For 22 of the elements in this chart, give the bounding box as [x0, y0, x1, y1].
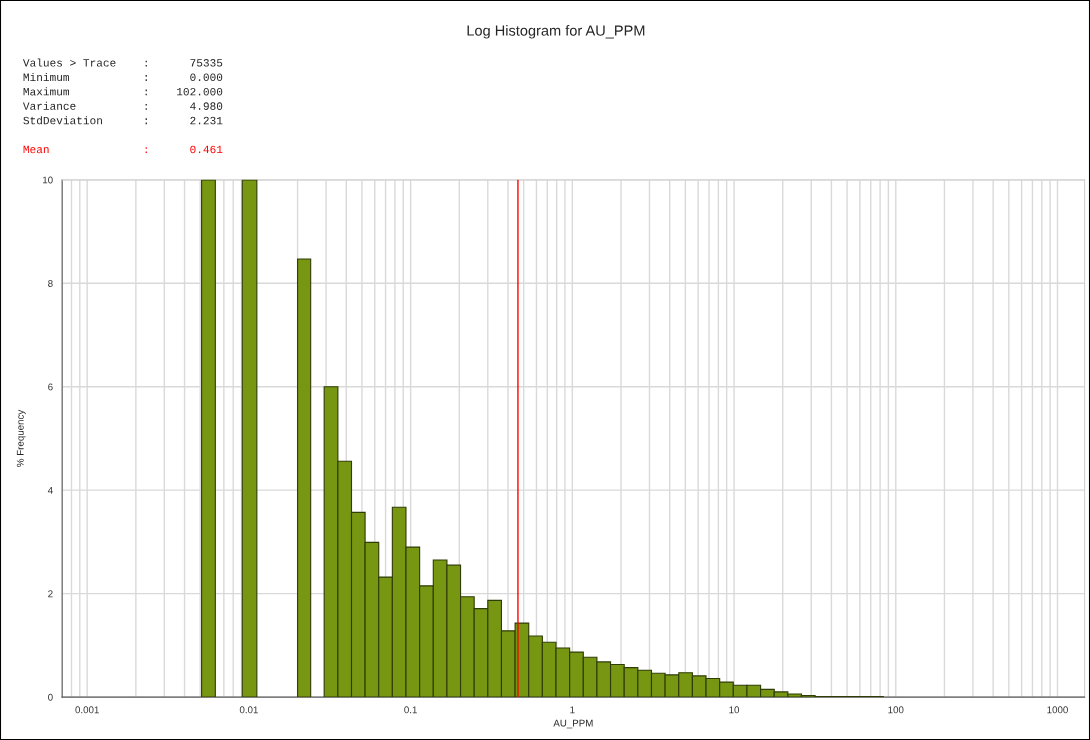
x-tick-label: 1000 [1047, 706, 1068, 714]
text: Minimum : 0.000 [23, 72, 223, 82]
text: Variance : 4.980 [22, 101, 223, 110]
text: Values > Trace : 75335 [22, 58, 223, 67]
y-axis-title: % Frequency [16, 409, 26, 467]
text: StdDeviation : 2.231 [23, 116, 223, 125]
x-tick-label: 100 [888, 706, 904, 714]
x-tick-label: 0.001 [75, 706, 99, 714]
x-tick-label: 1 [570, 706, 575, 714]
text: Maximum : 102.000 [23, 87, 223, 96]
x-tick-label: 10 [729, 706, 740, 714]
y-tick-label: 2 [48, 590, 53, 598]
x-tick-label: 0.01 [239, 706, 258, 714]
ref-line-label: Mean : 0.461 [23, 145, 223, 154]
x-tick-label: 0.1 [404, 706, 417, 714]
y-tick-label: 0 [48, 693, 53, 701]
y-tick-label: 8 [48, 280, 53, 287]
x-axis-title: AU_PPM [553, 719, 593, 729]
chart-title: Log Histogram for AU_PPM [467, 25, 645, 39]
y-tick-label: 10 [43, 176, 53, 184]
y-tick-label: 4 [47, 487, 53, 494]
y-tick-label: 6 [48, 383, 53, 391]
